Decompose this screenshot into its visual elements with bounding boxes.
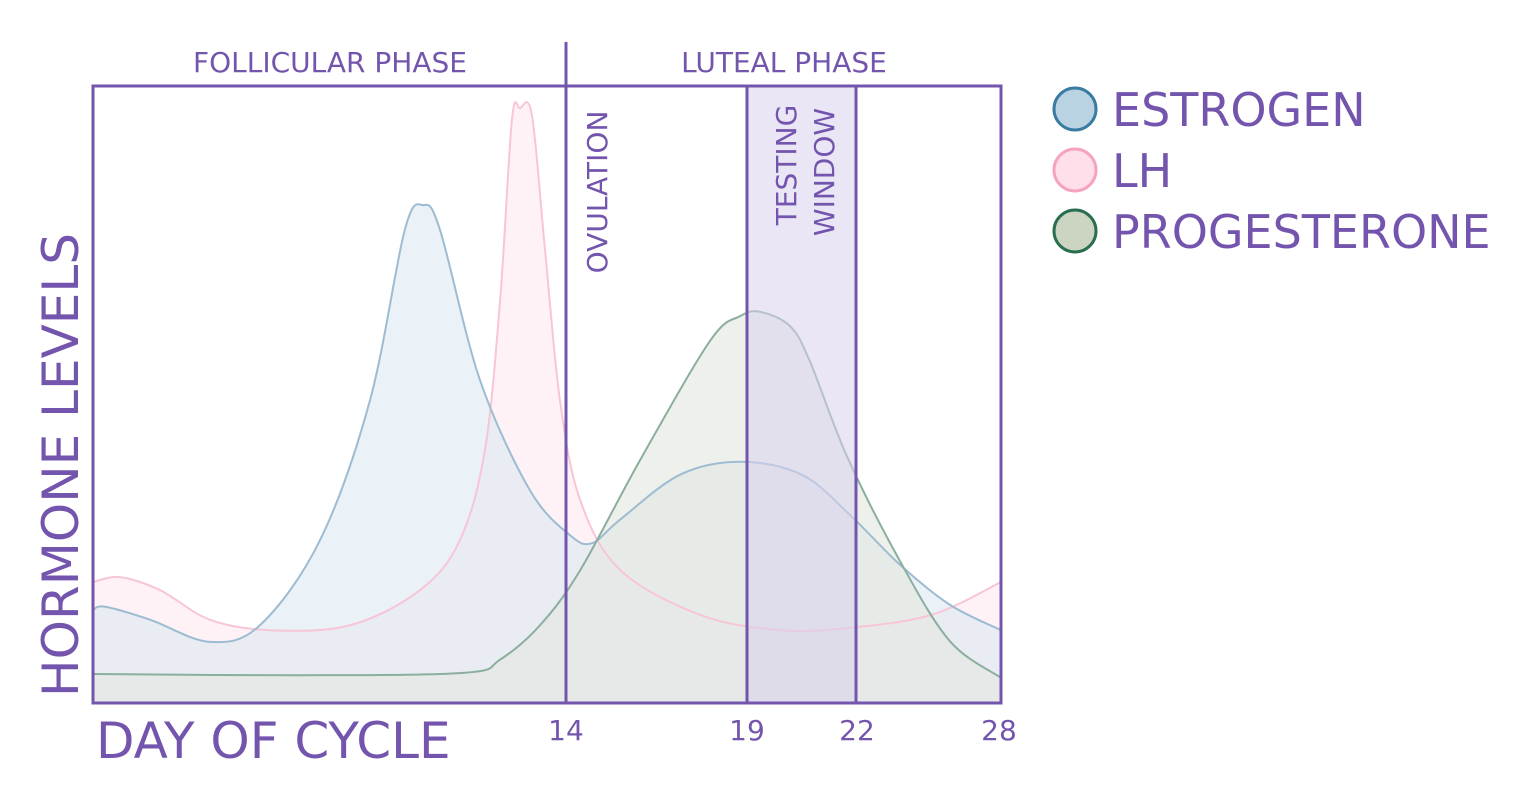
x-tick-14: 14 <box>548 714 584 747</box>
legend-swatch-progesterone <box>1052 208 1098 254</box>
testing-window-label-2: WINDOW <box>808 108 841 236</box>
x-tick-19: 19 <box>729 714 765 747</box>
testing-window-label-1: TESTING <box>770 105 803 227</box>
ovulation-label: OVULATION <box>581 111 614 274</box>
plot-frame <box>91 84 1003 705</box>
progesterone-line <box>92 310 1002 679</box>
lh-line <box>92 101 1002 633</box>
legend: ESTROGEN LH PROGESTERONE <box>1052 83 1491 259</box>
lh-area <box>93 102 1001 704</box>
legend-swatch-lh <box>1052 147 1098 193</box>
y-axis-label: HORMONE LEVELS <box>32 233 90 697</box>
series-areas <box>92 101 1002 704</box>
legend-label-progesterone: PROGESTERONE <box>1112 205 1491 259</box>
phase-label-follicular: FOLLICULAR PHASE <box>193 46 467 79</box>
legend-label-estrogen: ESTROGEN <box>1112 83 1366 137</box>
x-axis-label: DAY OF CYCLE <box>96 712 451 770</box>
x-tick-28: 28 <box>981 714 1017 747</box>
legend-label-lh: LH <box>1112 144 1172 198</box>
legend-swatch-estrogen <box>1052 86 1098 132</box>
testing-window-band <box>745 84 858 705</box>
x-tick-22: 22 <box>839 714 875 747</box>
phase-label-luteal: LUTEAL PHASE <box>681 46 887 79</box>
